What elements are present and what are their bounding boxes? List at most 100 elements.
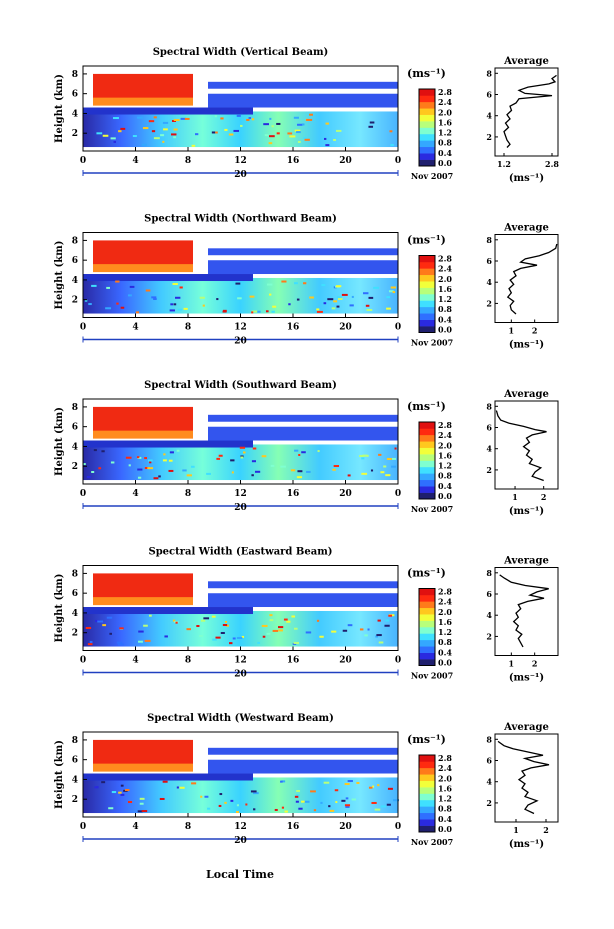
speckle [214, 115, 217, 118]
heatmap [83, 240, 398, 314]
speckle [118, 130, 122, 133]
speckle [370, 469, 374, 472]
speckle [97, 620, 104, 623]
y-tick-label: 2 [72, 795, 78, 805]
speckle [226, 624, 229, 627]
colorbar-segment [419, 774, 435, 781]
speckle [366, 308, 373, 311]
speckle [110, 461, 115, 464]
speckle [296, 298, 300, 301]
colorbar-tick-label: 2.8 [438, 87, 452, 97]
speckle [224, 801, 227, 804]
y-tick-label: 6 [72, 423, 78, 433]
speckle [336, 305, 340, 308]
speckle [237, 297, 242, 300]
colorbar-segment [419, 114, 435, 122]
y-axis-label: Height (km) [54, 241, 65, 310]
speckle [296, 789, 301, 792]
speckle [377, 784, 380, 787]
panel-2: Spectral Width (Southward Beam) 2 4 6 8 Heigh… [54, 380, 559, 517]
speckle [141, 810, 148, 813]
speckle [351, 798, 356, 801]
speckle [175, 296, 181, 299]
speckle [344, 783, 350, 786]
colorbar-tick-label: 0.0 [438, 158, 452, 168]
x-tick-label: 8 [185, 822, 191, 832]
speckle [117, 641, 123, 644]
speckle [303, 282, 307, 285]
lower-layer [83, 444, 398, 481]
orange-rim [93, 597, 193, 606]
y-tick-label: 6 [72, 90, 78, 100]
speckle [342, 629, 348, 632]
speckle [334, 789, 339, 792]
speckle [228, 133, 234, 136]
avg-x-tick-label: 2 [532, 326, 538, 336]
lower-layer [83, 111, 398, 148]
speckle [141, 143, 147, 146]
speckle [173, 303, 177, 306]
y-tick-label: 4 [72, 775, 78, 785]
speckle [361, 472, 368, 475]
speckle [147, 459, 153, 462]
speckle [369, 121, 375, 124]
x-tick-label: 12 [234, 489, 247, 499]
y-tick-label: 6 [72, 589, 78, 599]
speckle [333, 138, 337, 141]
x-tick-label: 20 [339, 323, 352, 333]
speckle [129, 285, 135, 288]
colorbar-unit: (ms⁻¹) [407, 234, 446, 247]
speckle [191, 144, 196, 147]
y-axis-label: Height (km) [54, 740, 65, 809]
speckle [331, 630, 337, 633]
average-frame [494, 733, 559, 823]
avg-y-tick-label: 8 [486, 401, 492, 411]
speckle [163, 128, 168, 131]
colorbar-tick-label: 0.4 [438, 647, 452, 657]
speckle [341, 293, 348, 296]
speckle [359, 455, 365, 458]
colorbar-tick-label: 0.8 [438, 138, 452, 148]
y-tick-label: 4 [72, 442, 78, 452]
panel-3: Spectral Width (Eastward Beam) 2 4 6 8 Height… [54, 547, 559, 684]
avg-y-tick-label: 6 [486, 756, 492, 766]
speckle [316, 308, 320, 311]
y-tick-label: 2 [72, 462, 78, 472]
panel-title: Spectral Width (Northward Beam) [144, 214, 337, 225]
colorbar-tick-label: 1.2 [438, 794, 452, 804]
colorbar-segment [419, 95, 435, 103]
speckle [296, 476, 302, 479]
speckle [109, 632, 112, 635]
speckle [347, 624, 353, 627]
colorbar-tick-label: 0.0 [438, 491, 452, 501]
speckle [170, 133, 177, 136]
speckle [374, 808, 381, 811]
average-profile-line [497, 740, 550, 815]
speckle [294, 449, 299, 452]
colorbar-tick-label: 0.4 [438, 481, 452, 491]
speckle [294, 795, 299, 798]
colorbar-unit: (ms⁻¹) [407, 400, 446, 413]
colorbar-tick-label: 1.6 [438, 783, 452, 793]
speckle [89, 640, 93, 643]
speckle [306, 470, 311, 473]
speckle [118, 791, 122, 794]
speckle [164, 635, 168, 638]
speckle [278, 629, 283, 632]
speckle [236, 811, 239, 814]
avg-y-tick-label: 4 [486, 111, 492, 121]
gap [208, 588, 398, 594]
speckle [251, 460, 256, 463]
speckle [393, 799, 400, 802]
speckle [290, 469, 296, 472]
y-axis-label: Height (km) [54, 574, 65, 643]
y-tick-label: 8 [72, 569, 78, 579]
speckle [236, 636, 243, 639]
speckle [316, 619, 320, 622]
x-tick-label: 12 [234, 656, 247, 666]
speckle [194, 133, 199, 136]
speckle [253, 792, 259, 795]
colorbar-segment [419, 89, 435, 96]
speckle [119, 627, 124, 630]
colorbar-segment [419, 486, 435, 493]
